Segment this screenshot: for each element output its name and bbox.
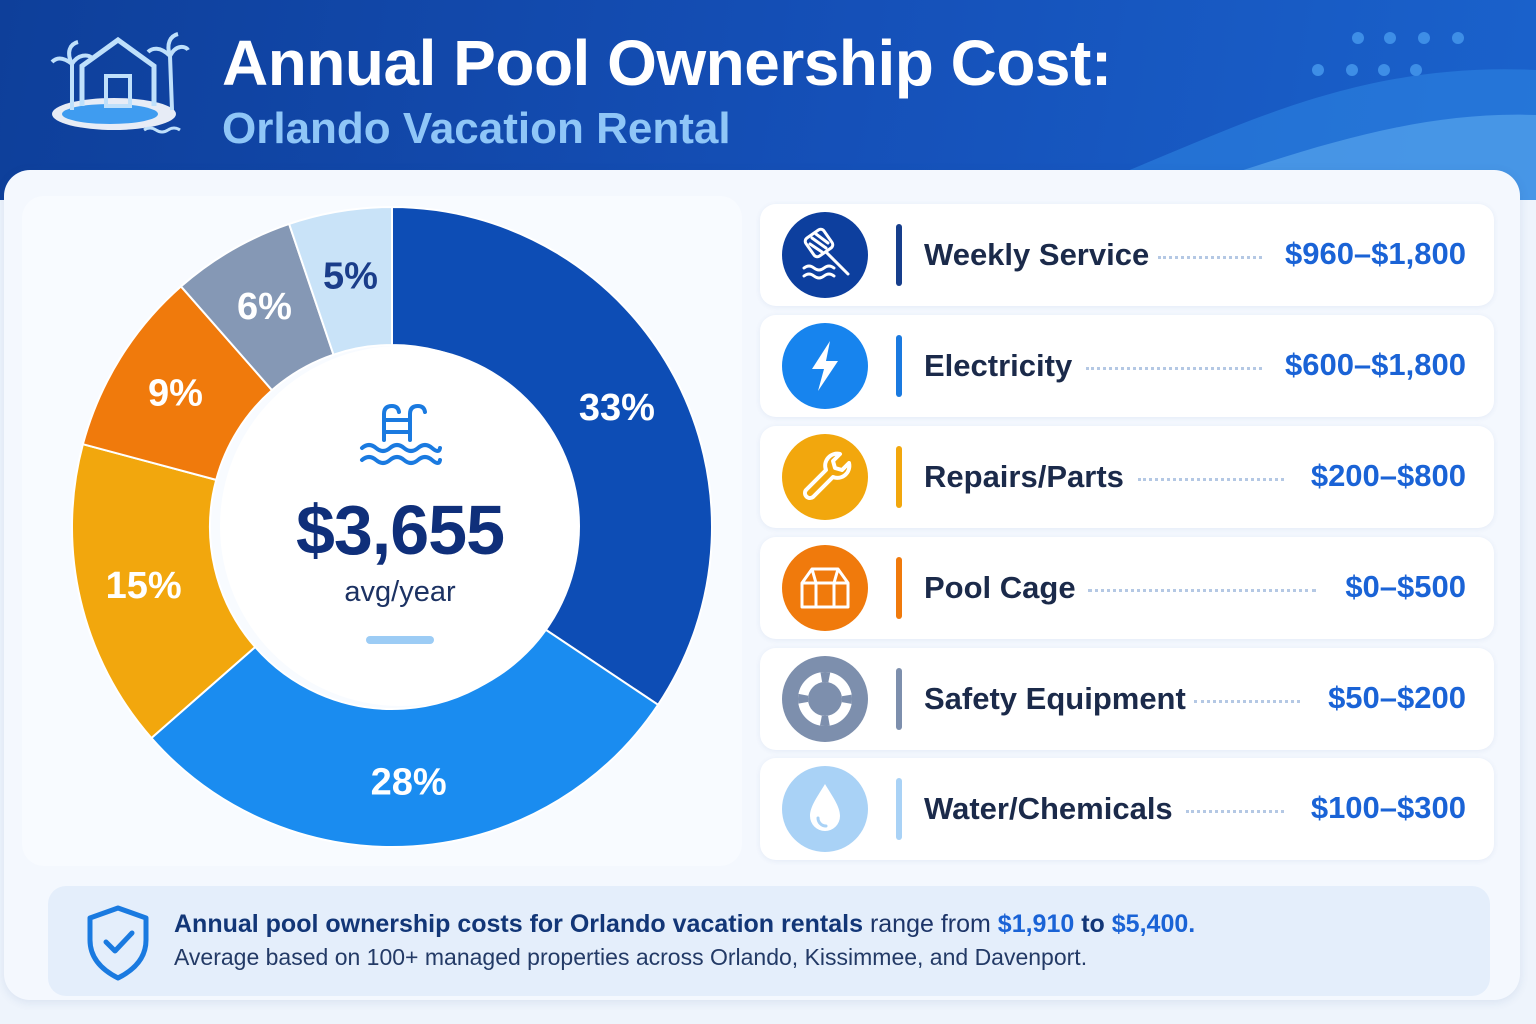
row-accent-bar — [896, 557, 902, 619]
cost-value: $200–$800 — [1310, 458, 1466, 493]
row-accent-bar — [896, 668, 902, 730]
pool-cage-icon — [800, 567, 850, 609]
cost-label: Safety Equipment — [924, 681, 1186, 716]
dotted-leader — [1088, 589, 1316, 592]
average-cost-value: $3,655 — [295, 491, 505, 569]
cost-icon-circle — [782, 656, 868, 742]
footer-note: Annual pool ownership costs for Orlando … — [48, 886, 1490, 996]
footer-summary: Annual pool ownership costs for Orlando … — [174, 910, 1195, 939]
shield-check-icon — [87, 905, 149, 981]
cost-value: $960–$1,800 — [1284, 236, 1466, 271]
life-ring-icon — [798, 672, 852, 726]
dotted-leader — [1158, 256, 1262, 259]
cost-value: $50–$200 — [1328, 680, 1466, 715]
row-accent-bar — [896, 778, 902, 840]
page-title: Annual Pool Ownership Cost: — [222, 27, 1112, 99]
donut-label: 9% — [148, 372, 203, 414]
cost-icon-circle — [782, 212, 868, 298]
cost-label: Electricity — [924, 348, 1073, 383]
donut-label: 5% — [323, 255, 378, 297]
cost-value: $100–$300 — [1310, 790, 1466, 825]
pool-ladder-icon — [360, 404, 442, 465]
row-accent-bar — [896, 335, 902, 397]
wrench-icon — [803, 451, 852, 500]
center-underline — [366, 636, 434, 644]
footer-high-value: $5,400. — [1111, 910, 1196, 938]
average-cost-caption: avg/year — [344, 576, 456, 608]
cost-row-weekly-service: Weekly Service $960–$1,800 — [760, 204, 1494, 306]
donut-label: 6% — [237, 286, 292, 328]
decorative-dots — [1312, 32, 1464, 76]
cost-label: Weekly Service — [924, 237, 1150, 272]
dotted-leader — [1138, 478, 1284, 481]
row-accent-bar — [896, 224, 902, 286]
donut-label: 33% — [579, 387, 655, 429]
cost-icon-circle — [782, 766, 868, 852]
donut-label: 28% — [371, 761, 447, 803]
footer-source-note: Average based on 100+ managed properties… — [174, 944, 1088, 970]
cost-row-water-chemicals: Water/Chemicals $100–$300 — [760, 758, 1494, 860]
cost-row-electricity: Electricity $600–$1,800 — [760, 315, 1494, 417]
water-drop-icon — [810, 784, 840, 831]
cost-icon-circle — [782, 323, 868, 409]
cost-row-pool-cage: Pool Cage $0–$500 — [760, 537, 1494, 639]
cost-icon-circle — [782, 545, 868, 631]
row-accent-bar — [896, 446, 902, 508]
house-pool-logo-icon — [50, 32, 190, 134]
footer-to: to — [1081, 910, 1105, 938]
cost-row-repairs-parts: Repairs/Parts $200–$800 — [760, 426, 1494, 528]
lightning-bolt-icon — [812, 341, 838, 391]
footer-low-value: $1,910 — [997, 910, 1075, 938]
footer-summary-middle: range from — [869, 910, 991, 938]
pool-skimmer-net-icon — [802, 227, 850, 280]
cost-label: Repairs/Parts — [924, 459, 1124, 494]
donut-label: 15% — [106, 565, 182, 607]
dotted-leader — [1086, 367, 1262, 370]
dotted-leader — [1186, 810, 1284, 813]
cost-label: Water/Chemicals — [924, 791, 1173, 826]
cost-icon-circle — [782, 434, 868, 520]
cost-value: $600–$1,800 — [1284, 347, 1466, 382]
footer-summary-prefix: Annual pool ownership costs for Orlando … — [174, 910, 863, 938]
page-subtitle: Orlando Vacation Rental — [222, 104, 731, 153]
cost-value: $0–$500 — [1345, 569, 1466, 604]
dotted-leader — [1194, 700, 1300, 703]
cost-label: Pool Cage — [924, 570, 1076, 605]
cost-row-safety-equipment: Safety Equipment $50–$200 — [760, 648, 1494, 750]
